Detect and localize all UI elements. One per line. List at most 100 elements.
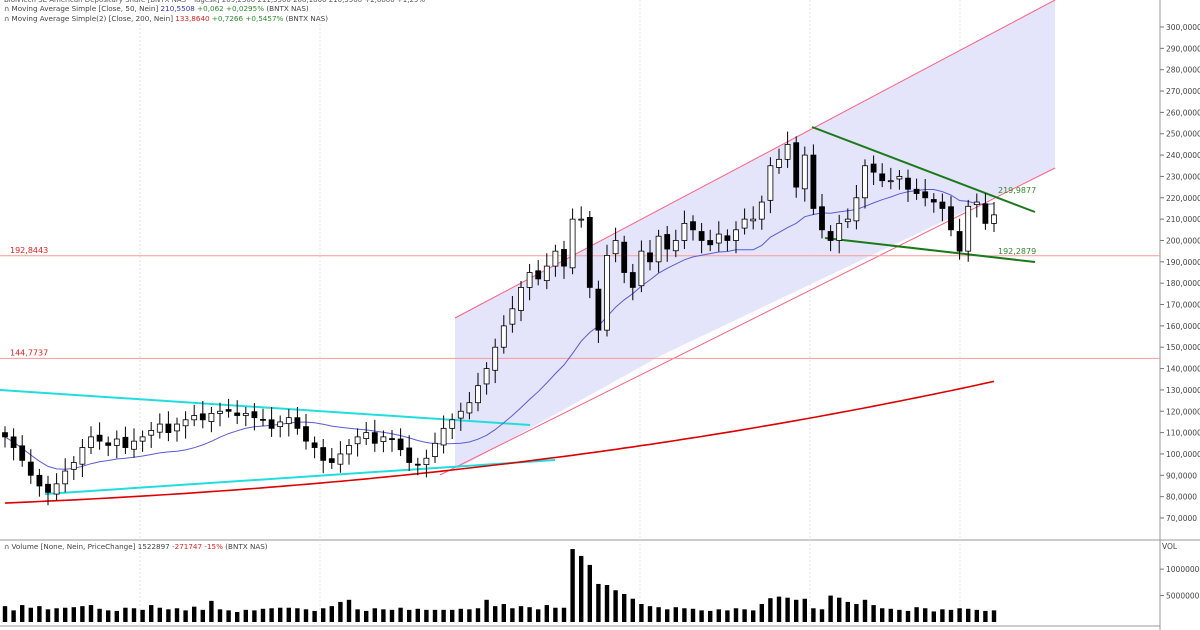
channel-fill bbox=[455, 0, 1055, 470]
candle-body bbox=[389, 438, 395, 440]
volume-bar bbox=[312, 610, 317, 622]
y-tick-label: 260,0000 bbox=[1166, 108, 1200, 117]
wedge-label-0: 219,9877 bbox=[998, 186, 1036, 195]
volume-bar bbox=[776, 596, 782, 622]
candle-body bbox=[10, 436, 17, 448]
candle-body bbox=[784, 144, 791, 160]
volume-bar bbox=[114, 610, 119, 622]
candle-body bbox=[36, 474, 43, 487]
y-tick-label: 180,0000 bbox=[1166, 279, 1200, 288]
volume-bar bbox=[493, 606, 498, 622]
candle-body bbox=[801, 154, 808, 190]
volume-bar bbox=[862, 599, 868, 622]
candle-body bbox=[70, 462, 77, 470]
y-tick-label: 130,0000 bbox=[1166, 386, 1200, 395]
y-tick-label: 110,0000 bbox=[1166, 429, 1200, 438]
candle-body bbox=[973, 201, 980, 206]
candle-body bbox=[492, 346, 499, 371]
candle-body bbox=[182, 419, 189, 427]
candle-body bbox=[191, 415, 198, 421]
candle-body bbox=[844, 218, 851, 223]
triangle-upper-line bbox=[0, 389, 531, 426]
volume-bars bbox=[2, 549, 997, 622]
volume-bar bbox=[441, 609, 446, 622]
y-tick-label: 220,0000 bbox=[1166, 194, 1200, 203]
y-tick-label: 240,0000 bbox=[1166, 151, 1200, 160]
volume-bar bbox=[561, 607, 567, 622]
candle-body bbox=[251, 411, 258, 419]
candle-body bbox=[500, 325, 507, 348]
legend-part: 210,5508 bbox=[161, 4, 198, 13]
candle-body bbox=[965, 205, 972, 252]
volume-bar bbox=[295, 608, 300, 622]
candle-body bbox=[199, 413, 206, 421]
volume-bar bbox=[579, 555, 584, 622]
volume-bar bbox=[364, 610, 369, 622]
legend-part: Moving Average Simple(2) [Close, 200, Ne… bbox=[12, 14, 176, 23]
candle-body bbox=[535, 270, 542, 280]
candle-body bbox=[397, 438, 404, 451]
legend-ma50: ∩ Moving Average Simple [Close, 50, Nein… bbox=[4, 4, 309, 13]
candle-body bbox=[449, 419, 456, 429]
candle-body bbox=[733, 229, 739, 241]
candle-body bbox=[827, 231, 834, 241]
candle-body bbox=[853, 197, 860, 222]
volume-bar bbox=[11, 610, 16, 622]
volume-bar bbox=[450, 609, 455, 622]
candle-body bbox=[939, 201, 946, 209]
volume-axis-title: VOL bbox=[1162, 542, 1178, 551]
volume-bar bbox=[200, 609, 205, 622]
candle-body bbox=[466, 402, 473, 414]
volume-bar bbox=[140, 609, 145, 622]
candle-body bbox=[475, 385, 481, 404]
volume-bar bbox=[733, 608, 739, 622]
volume-bar bbox=[553, 607, 558, 622]
volume-bar bbox=[966, 608, 971, 622]
candle-body bbox=[2, 432, 8, 438]
candle-body bbox=[586, 217, 593, 288]
candle-body bbox=[629, 272, 636, 288]
candle-body bbox=[62, 470, 69, 485]
candle-body bbox=[819, 206, 825, 231]
candle-body bbox=[337, 453, 344, 465]
candle-body bbox=[905, 177, 911, 190]
volume-bar bbox=[321, 608, 326, 622]
volume-bar bbox=[510, 608, 515, 622]
ma200-line bbox=[4, 380, 995, 504]
volume-bar bbox=[845, 601, 850, 622]
volume-bar bbox=[501, 604, 506, 622]
volume-bar bbox=[613, 590, 618, 622]
volume-bar bbox=[880, 608, 885, 622]
candle-body bbox=[715, 233, 722, 244]
candle-body bbox=[380, 436, 387, 442]
volume-bar bbox=[897, 609, 902, 622]
candle-body bbox=[930, 199, 937, 203]
volume-bar bbox=[871, 605, 876, 622]
candle-body bbox=[165, 423, 172, 434]
volume-bar bbox=[596, 583, 601, 622]
legend-part: +0,5457% bbox=[245, 14, 285, 23]
volume-bar bbox=[484, 599, 489, 622]
volume-bar bbox=[905, 610, 911, 622]
volume-bar bbox=[475, 608, 481, 622]
volume-bar bbox=[63, 607, 68, 622]
legend-part: Volume [None, Nein, PriceChange] bbox=[12, 542, 138, 551]
volume-bar bbox=[28, 607, 33, 622]
volume-bar bbox=[604, 585, 610, 622]
volume-bar bbox=[415, 608, 420, 622]
y-tick-label: 100,0000 bbox=[1166, 450, 1200, 459]
y-tick-label: 150,0000 bbox=[1166, 343, 1200, 352]
candle-body bbox=[440, 427, 447, 446]
volume-bar bbox=[106, 610, 111, 622]
y-tick-label: 230,0000 bbox=[1166, 172, 1200, 181]
candle-body bbox=[432, 442, 438, 457]
y-tick-label: 80,0000 bbox=[1166, 493, 1197, 502]
candle-body bbox=[277, 421, 284, 428]
volume-bar bbox=[768, 598, 773, 622]
candle-body bbox=[328, 458, 335, 463]
legend-part: -271747 bbox=[172, 542, 204, 551]
candle-body bbox=[174, 423, 180, 432]
candle-body bbox=[604, 255, 610, 331]
candle-body bbox=[672, 240, 679, 252]
